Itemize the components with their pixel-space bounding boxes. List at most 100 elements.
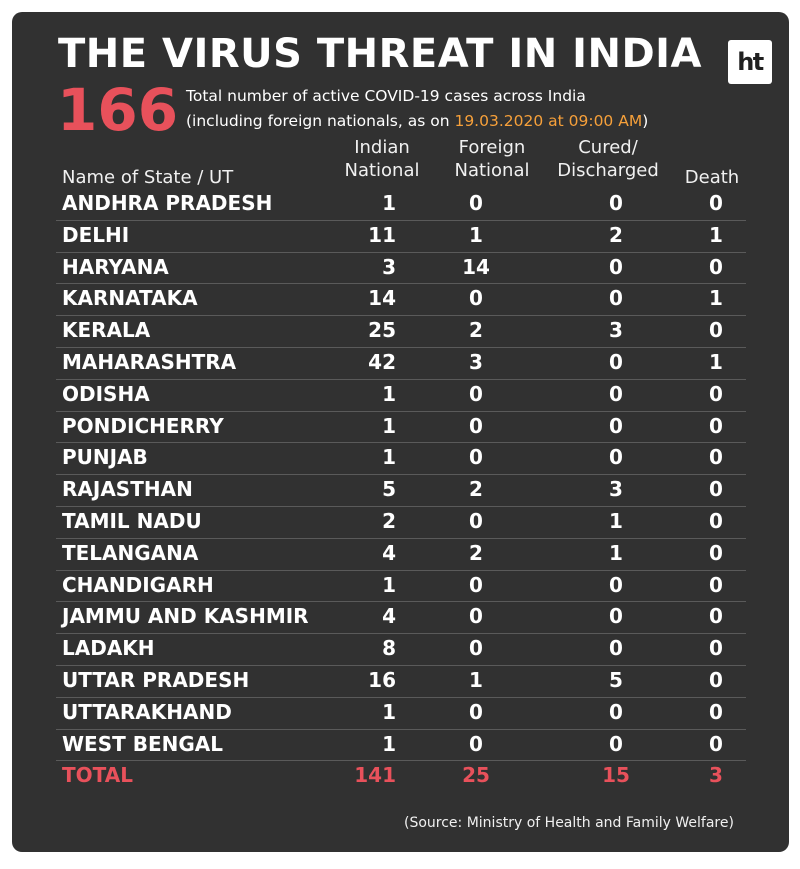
- subtitle-line-1: Total number of active COVID-19 cases ac…: [186, 87, 586, 105]
- indian-national-cell: 8: [382, 636, 396, 661]
- indian-national-cell: 141: [354, 763, 396, 788]
- death-cell: 0: [709, 477, 723, 502]
- table-row: KARNATAKA 14 0 0 1: [56, 283, 746, 317]
- state-name-cell: CHANDIGARH: [62, 572, 214, 597]
- infographic-card: THE VIRUS THREAT IN INDIA ht 166 Total n…: [12, 12, 789, 852]
- column-header-death: Death: [684, 167, 740, 188]
- column-header-state: Name of State / UT: [62, 167, 234, 188]
- column-header-foreign-national: Foreign National: [454, 137, 530, 181]
- cured-discharged-cell: 0: [609, 286, 623, 311]
- indian-national-cell: 2: [382, 509, 396, 533]
- state-name-cell: TOTAL: [62, 763, 133, 788]
- foreign-national-cell: 0: [469, 572, 483, 597]
- death-cell: 0: [709, 572, 723, 597]
- cured-discharged-cell: 0: [609, 413, 623, 438]
- table-row: PONDICHERRY 1 0 0 0: [56, 411, 746, 444]
- foreign-national-cell: 3: [469, 350, 483, 374]
- state-name-cell: KARNATAKA: [62, 286, 198, 311]
- state-name-cell: MAHARASHTRA: [62, 350, 237, 374]
- foreign-national-cell: 0: [469, 445, 483, 470]
- indian-national-cell: 25: [368, 318, 396, 343]
- cured-discharged-cell: 0: [609, 636, 623, 661]
- cured-discharged-cell: 0: [609, 445, 623, 470]
- indian-national-cell: 4: [382, 540, 396, 565]
- indian-national-cell: 16: [368, 668, 396, 692]
- foreign-national-cell: 1: [469, 222, 483, 247]
- state-name-cell: WEST BENGAL: [62, 731, 224, 756]
- table-row: RAJASTHAN 5 2 3 0: [56, 474, 746, 507]
- table-row: KERALA 25 2 3 0: [56, 315, 746, 348]
- death-cell: 0: [709, 381, 723, 406]
- state-name-cell: ANDHRA PRADESH: [62, 191, 273, 215]
- ht-logo-text: ht: [737, 48, 764, 76]
- foreign-national-cell: 2: [469, 477, 483, 502]
- table-row: UTTARAKHAND 1 0 0 0: [56, 697, 746, 730]
- table-row: UTTAR PRADESH 16 1 5 0: [56, 665, 746, 698]
- page-title: THE VIRUS THREAT IN INDIA: [58, 31, 703, 77]
- foreign-national-cell: 0: [469, 381, 483, 406]
- state-name-cell: HARYANA: [62, 254, 169, 279]
- state-name-cell: JAMMU AND KASHMIR: [62, 604, 309, 629]
- state-name-cell: TAMIL NADU: [62, 509, 202, 533]
- foreign-national-cell: 0: [469, 699, 483, 724]
- table-row: ODISHA 1 0 0 0: [56, 379, 746, 412]
- state-name-cell: UTTARAKHAND: [62, 699, 232, 724]
- subtitle-date: 19.03.2020 at 09:00 AM: [454, 112, 643, 130]
- subtitle-line-2: (including foreign nationals, as on 19.0…: [186, 109, 648, 134]
- state-name-cell: PONDICHERRY: [62, 413, 224, 438]
- cured-discharged-cell: 5: [609, 668, 623, 692]
- death-cell: 0: [709, 668, 723, 692]
- death-cell: 0: [709, 509, 723, 533]
- subtitle-line-2-post: ): [642, 112, 649, 130]
- state-name-cell: PUNJAB: [62, 445, 148, 470]
- indian-national-cell: 1: [382, 572, 396, 597]
- table-total-row: TOTAL 141 25 15 3: [56, 760, 746, 792]
- indian-national-cell: 1: [382, 191, 396, 215]
- indian-national-cell: 3: [382, 254, 396, 279]
- table-row: HARYANA 3 14 0 0: [56, 252, 746, 285]
- state-name-cell: TELANGANA: [62, 540, 199, 565]
- indian-national-cell: 1: [382, 699, 396, 724]
- cured-discharged-cell: 0: [609, 604, 623, 629]
- state-name-cell: DELHI: [62, 222, 130, 247]
- death-cell: 0: [709, 318, 723, 343]
- cured-discharged-cell: 0: [609, 572, 623, 597]
- death-cell: 0: [709, 413, 723, 438]
- death-cell: 1: [709, 350, 723, 374]
- subtitle: Total number of active COVID-19 cases ac…: [186, 84, 648, 134]
- cured-discharged-cell: 3: [609, 318, 623, 343]
- indian-national-cell: 1: [382, 413, 396, 438]
- subtitle-line-2-pre: (including foreign nationals, as on: [186, 112, 455, 130]
- table-row: CHANDIGARH 1 0 0 0: [56, 570, 746, 603]
- table-row: TELANGANA 4 2 1 0: [56, 538, 746, 571]
- state-name-cell: ODISHA: [62, 381, 150, 406]
- foreign-national-cell: 1: [469, 668, 483, 692]
- cured-discharged-cell: 15: [602, 763, 630, 788]
- death-cell: 0: [709, 445, 723, 470]
- indian-national-cell: 5: [382, 477, 396, 502]
- indian-national-cell: 1: [382, 731, 396, 756]
- death-cell: 0: [709, 604, 723, 629]
- source-note: (Source: Ministry of Health and Family W…: [404, 815, 734, 831]
- foreign-national-cell: 0: [469, 604, 483, 629]
- foreign-national-cell: 0: [469, 191, 483, 215]
- foreign-national-cell: 0: [469, 636, 483, 661]
- indian-national-cell: 4: [382, 604, 396, 629]
- cured-discharged-cell: 3: [609, 477, 623, 502]
- death-cell: 1: [709, 222, 723, 247]
- state-name-cell: UTTAR PRADESH: [62, 668, 250, 692]
- state-name-cell: KERALA: [62, 318, 151, 343]
- cured-discharged-cell: 0: [609, 731, 623, 756]
- foreign-national-cell: 0: [469, 413, 483, 438]
- table-header: Name of State / UT Indian National Foreig…: [12, 136, 789, 194]
- death-cell: 0: [709, 699, 723, 724]
- cured-discharged-cell: 0: [609, 191, 623, 215]
- death-cell: 0: [709, 731, 723, 756]
- cured-discharged-cell: 2: [609, 222, 623, 247]
- foreign-national-cell: 25: [462, 763, 490, 788]
- state-name-cell: LADAKH: [62, 636, 155, 661]
- table-row: JAMMU AND KASHMIR 4 0 0 0: [56, 601, 746, 635]
- table-row: ANDHRA PRADESH 1 0 0 0: [56, 188, 746, 221]
- table-row: WEST BENGAL 1 0 0 0: [56, 729, 746, 762]
- ht-logo: ht: [728, 40, 772, 84]
